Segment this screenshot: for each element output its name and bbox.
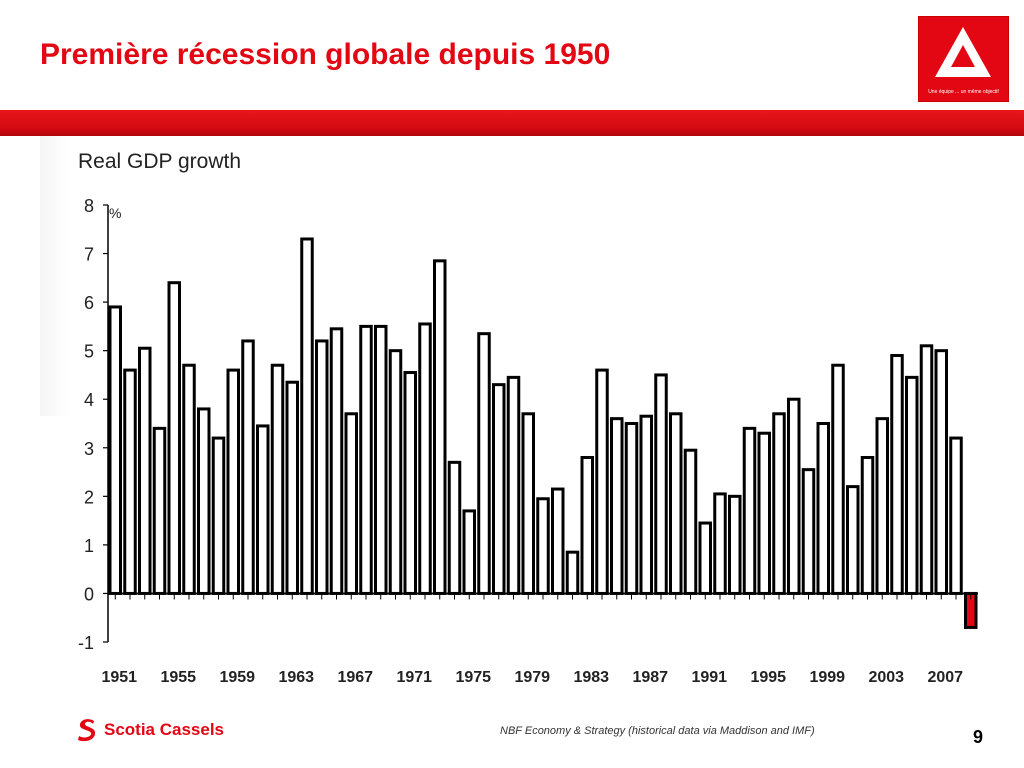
x-tick-label: 1999 bbox=[809, 669, 845, 686]
source-note: NBF Economy & Strategy (historical data … bbox=[500, 725, 815, 737]
bar-1963 bbox=[285, 380, 299, 595]
x-tick-label: 1975 bbox=[455, 669, 491, 686]
x-tick-label: 1995 bbox=[750, 669, 786, 686]
bar-1953 bbox=[138, 346, 152, 595]
bar-1976 bbox=[477, 332, 491, 595]
y-tick-label: 3 bbox=[84, 439, 94, 459]
decorative-fade bbox=[40, 136, 70, 416]
page-number: 9 bbox=[973, 727, 984, 747]
bar-1954 bbox=[152, 426, 167, 595]
bar-1982 bbox=[565, 550, 580, 595]
bar-1967 bbox=[344, 412, 358, 595]
bar-1974 bbox=[447, 460, 462, 595]
bar-2007 bbox=[934, 349, 948, 595]
bar-1970 bbox=[388, 349, 403, 595]
bar-1997 bbox=[787, 397, 801, 595]
bar-1961 bbox=[256, 424, 270, 595]
bar-1987 bbox=[639, 414, 653, 595]
bar-1957 bbox=[197, 407, 211, 595]
bar-1966 bbox=[329, 327, 344, 595]
bar-1994 bbox=[742, 426, 757, 595]
bar-2005 bbox=[905, 375, 919, 595]
header-band bbox=[0, 110, 1024, 136]
y-tick-label: 5 bbox=[84, 342, 94, 362]
bar-1975 bbox=[462, 509, 476, 595]
x-tick-label: 1979 bbox=[514, 669, 550, 686]
bar-2008 bbox=[949, 436, 963, 595]
bar-1985 bbox=[610, 417, 624, 595]
bar-1959 bbox=[226, 368, 240, 595]
company-logo: Une équipe ... un même objectif bbox=[918, 16, 1009, 102]
x-tick-label: 1955 bbox=[160, 669, 196, 686]
bar-1973 bbox=[433, 259, 447, 595]
y-tick-label: 2 bbox=[84, 487, 94, 507]
bar-1978 bbox=[506, 375, 521, 595]
bar-1958 bbox=[211, 436, 226, 595]
bar-1988 bbox=[654, 373, 668, 595]
bar-1986 bbox=[624, 422, 639, 595]
bar-1968 bbox=[359, 324, 373, 595]
x-tick-label: 1959 bbox=[219, 669, 255, 686]
y-tick-label: 7 bbox=[84, 245, 94, 265]
footer-logo-text: Scotia Cassels bbox=[104, 720, 225, 739]
y-tick-label: 8 bbox=[84, 196, 94, 216]
bar-1979 bbox=[521, 412, 535, 595]
chart-title: Real GDP growth bbox=[78, 150, 242, 173]
bar-2004 bbox=[890, 354, 904, 595]
bar-1969 bbox=[374, 324, 388, 595]
bar-1960 bbox=[241, 339, 255, 595]
bar-1992 bbox=[713, 492, 727, 595]
bar-2002 bbox=[860, 455, 875, 595]
bar-1999 bbox=[816, 422, 830, 595]
bar-1995 bbox=[757, 431, 771, 595]
y-axis-unit: % bbox=[109, 205, 121, 221]
bar-2003 bbox=[875, 417, 889, 595]
bar-1996 bbox=[772, 412, 786, 595]
bar-1964 bbox=[300, 237, 314, 595]
gdp-bar-chart: 8 7 6 5 4 3 2 1 0 -1% 1951 1955 1959 1963 1967 1971 1975… bbox=[78, 196, 978, 686]
logo-tagline: Une équipe ... un même objectif bbox=[928, 89, 999, 95]
scotia-s-icon bbox=[78, 719, 96, 742]
bar-2006 bbox=[919, 344, 934, 595]
slide-title: Première récession globale depuis 1950 bbox=[40, 38, 611, 71]
y-tick-label: 6 bbox=[84, 293, 94, 313]
bar-1984 bbox=[595, 368, 609, 595]
bar-1980 bbox=[536, 497, 550, 595]
bar-1962 bbox=[270, 363, 285, 595]
bar-1993 bbox=[728, 494, 742, 595]
bar-1991 bbox=[698, 521, 712, 595]
bar-2001 bbox=[846, 485, 860, 595]
bar-1965 bbox=[315, 339, 329, 595]
bar-1971 bbox=[403, 371, 417, 595]
bar-1956 bbox=[182, 363, 196, 595]
bar-1981 bbox=[551, 487, 565, 595]
x-tick-label: 2007 bbox=[927, 669, 963, 686]
bar-1955 bbox=[167, 281, 181, 595]
x-tick-label: 1987 bbox=[632, 669, 668, 686]
x-tick-label: 1983 bbox=[573, 669, 609, 686]
bar-1977 bbox=[492, 383, 506, 595]
bar-1983 bbox=[580, 455, 594, 595]
bar-1952 bbox=[123, 368, 137, 595]
bar-1998 bbox=[801, 468, 816, 595]
x-tick-label: 1971 bbox=[396, 669, 432, 686]
bar-1990 bbox=[683, 448, 698, 595]
x-tick-label: 1991 bbox=[691, 669, 727, 686]
y-tick-label: -1 bbox=[78, 633, 94, 653]
x-tick-label: 1951 bbox=[101, 669, 137, 686]
triangle-logo-icon bbox=[935, 27, 991, 77]
footer-logo: Scotia Cassels bbox=[76, 718, 224, 742]
y-tick-label: 0 bbox=[84, 584, 94, 604]
x-tick-label: 2003 bbox=[868, 669, 904, 686]
y-tick-label: 1 bbox=[84, 536, 94, 556]
x-tick-label: 1967 bbox=[337, 669, 373, 686]
bar-1989 bbox=[669, 412, 683, 595]
bar-1972 bbox=[418, 322, 432, 595]
bar-2000 bbox=[831, 363, 845, 595]
y-tick-label: 4 bbox=[84, 390, 94, 410]
bar-1951 bbox=[108, 305, 122, 595]
x-tick-label: 1963 bbox=[278, 669, 314, 686]
